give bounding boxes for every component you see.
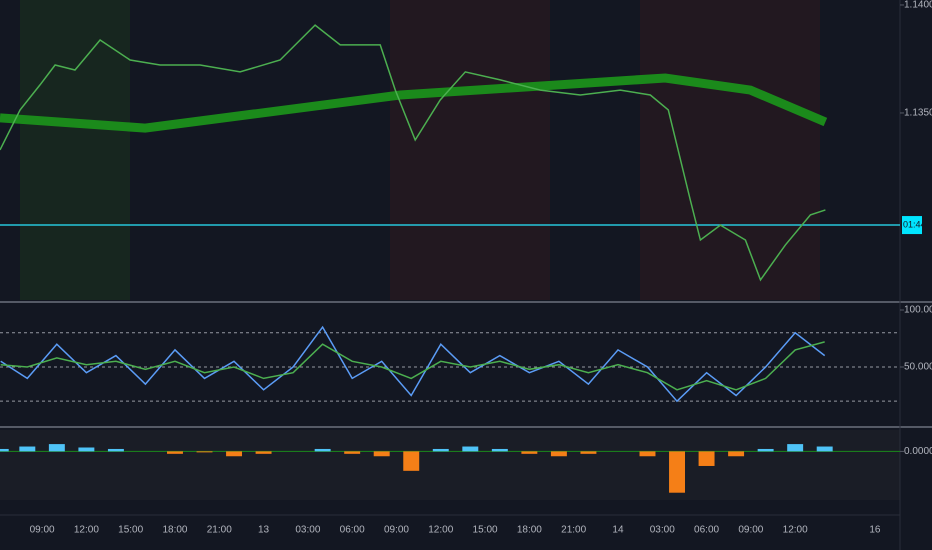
histogram-bar xyxy=(816,446,833,452)
series-line xyxy=(0,325,826,403)
histogram-bar xyxy=(167,451,183,454)
x-tick-label: 15:00 xyxy=(473,525,498,536)
histogram-bar xyxy=(639,451,656,457)
histogram-bar xyxy=(757,448,774,452)
histogram-bar xyxy=(580,451,597,454)
x-tick-label: 21:00 xyxy=(207,525,232,536)
histogram-bar xyxy=(226,451,243,457)
histogram-bar xyxy=(19,446,36,452)
series-line xyxy=(0,341,825,391)
moving-average xyxy=(0,73,828,133)
pane-shade xyxy=(0,430,900,500)
histogram-bar xyxy=(344,451,361,454)
x-tick-label: 21:00 xyxy=(561,525,586,536)
histogram-bar xyxy=(403,451,420,471)
x-tick-label: 06:00 xyxy=(340,525,365,536)
x-tick-label: 09:00 xyxy=(384,525,409,536)
x-tick-label: 06:00 xyxy=(694,525,719,536)
histogram-bar xyxy=(521,451,538,454)
x-tick-label: 13 xyxy=(258,525,270,536)
series-line xyxy=(0,24,826,282)
histogram-bar xyxy=(78,447,95,452)
x-tick-label: 09:00 xyxy=(738,525,763,536)
histogram-bar xyxy=(698,451,715,466)
y-tick-label: 1.14000 xyxy=(904,0,932,11)
histogram-bar xyxy=(491,448,508,452)
histogram-bar xyxy=(462,446,479,452)
y-tick-label: 0.0000 xyxy=(904,446,932,457)
histogram-bar xyxy=(432,448,449,452)
x-tick-label: 12:00 xyxy=(783,525,808,536)
x-tick-label: 09:00 xyxy=(30,525,55,536)
x-tick-label: 18:00 xyxy=(162,525,187,536)
y-tick-label: 50.0000 xyxy=(904,362,932,373)
histogram-bar xyxy=(0,448,9,452)
histogram-bar xyxy=(550,451,567,457)
x-tick-label: 16 xyxy=(869,525,881,536)
x-tick-label: 03:00 xyxy=(650,525,675,536)
histogram-bar xyxy=(669,451,686,493)
y-tick-label: 100.0000 xyxy=(904,305,932,316)
x-tick-label: 12:00 xyxy=(74,525,99,536)
histogram-bar xyxy=(107,448,124,452)
price-tag: 01:44 xyxy=(903,219,926,229)
x-tick-label: 15:00 xyxy=(118,525,143,536)
histogram-bar xyxy=(255,451,272,454)
price-tag-box xyxy=(902,216,922,235)
histogram-bar xyxy=(373,451,390,457)
x-tick-label: 03:00 xyxy=(295,525,320,536)
x-tick-label: 18:00 xyxy=(517,525,542,536)
x-tick-label: 12:00 xyxy=(428,525,453,536)
histogram-bar xyxy=(314,448,331,452)
histogram-bar xyxy=(787,444,804,452)
session-shade xyxy=(390,0,550,300)
x-tick-label: 14 xyxy=(612,525,624,536)
session-shade xyxy=(20,0,130,300)
histogram-bar xyxy=(728,451,745,457)
session-shade xyxy=(640,0,820,300)
histogram-bar xyxy=(48,444,65,452)
histogram-bar xyxy=(196,451,213,453)
